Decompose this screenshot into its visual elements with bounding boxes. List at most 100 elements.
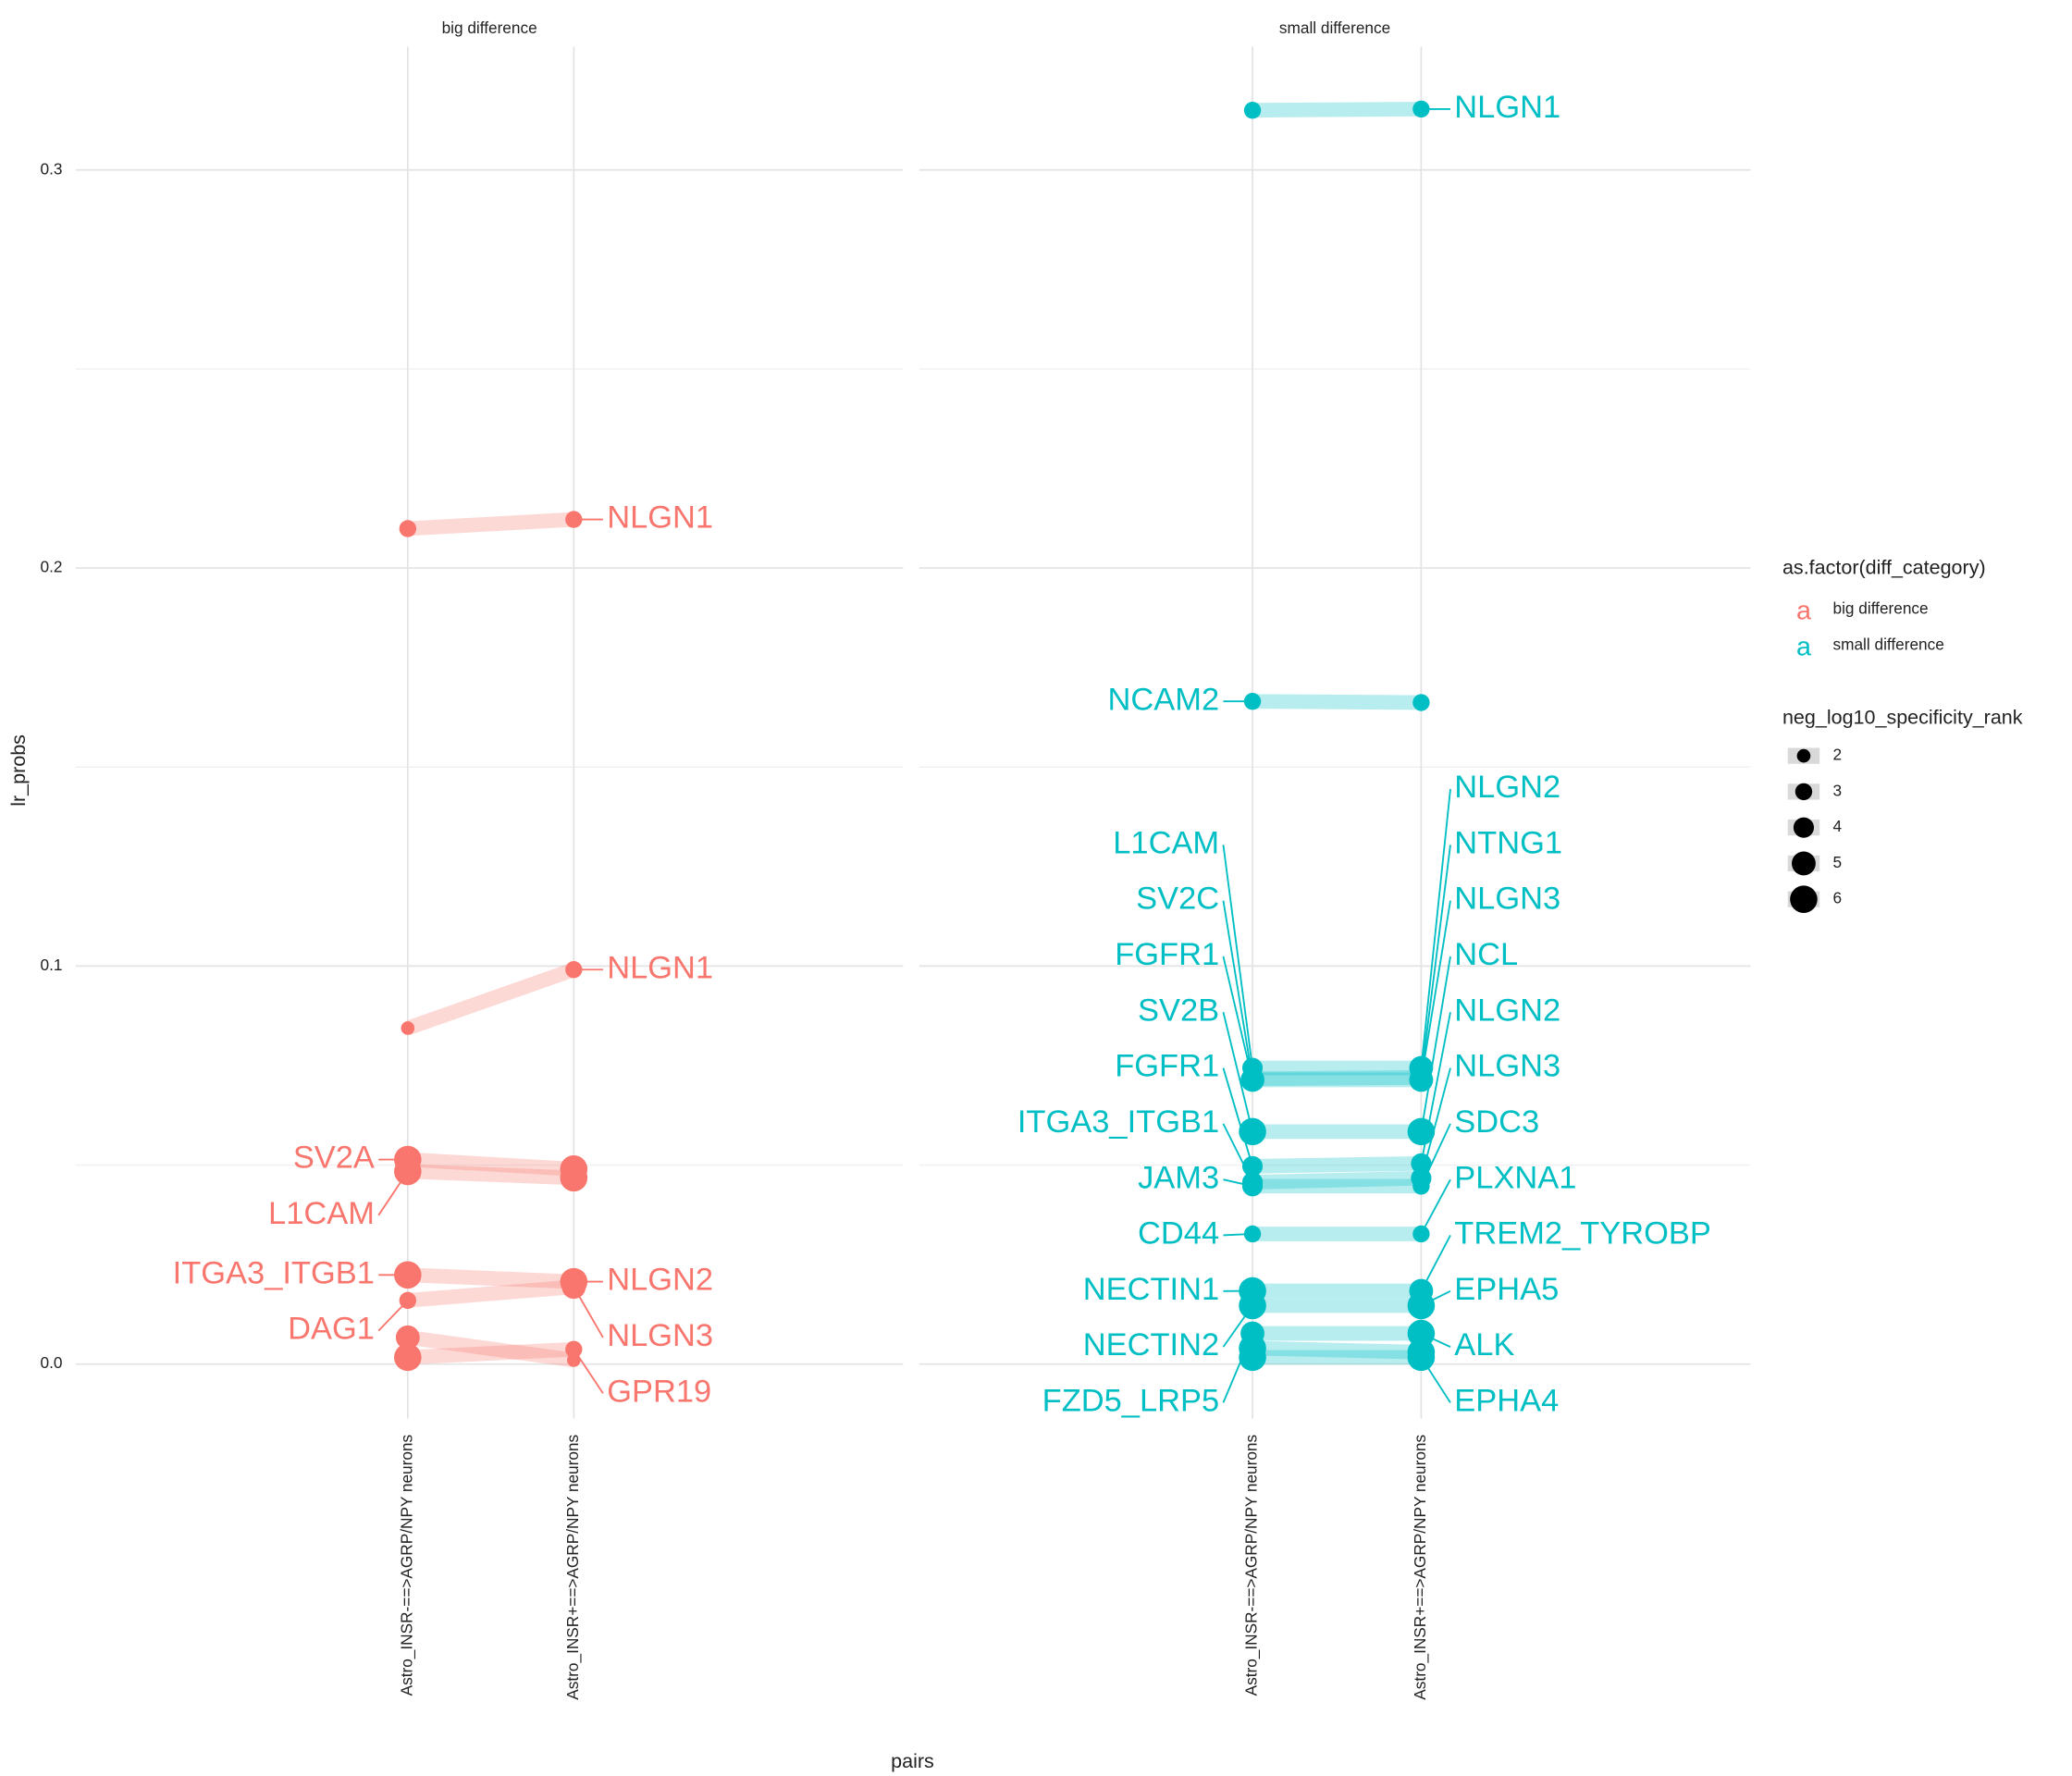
point-label: ITGA3_ITGB1 [1018,1104,1219,1140]
label-connector [1420,1289,1451,1307]
point [1239,1291,1266,1320]
segment [407,512,574,536]
label-connector [1222,956,1253,1080]
point-label: PLXNA1 [1454,1160,1576,1195]
point [394,1261,422,1289]
point [566,1353,581,1367]
x-tick-label: Astro_INSR-==>AGRP/NPY neurons [1242,1435,1261,1696]
legend-label: small difference [1833,635,1944,653]
legend-size-key [1792,851,1816,876]
point-label: NLGN1 [607,950,713,985]
point-label: JAM3 [1138,1160,1219,1195]
segment [1252,102,1422,118]
legend-size-key [1790,885,1818,913]
point-label: ITGA3_ITGB1 [173,1255,375,1290]
segment [1252,694,1422,710]
point-label: SV2B [1138,993,1219,1028]
x-tick-label: Astro_INSR+==>AGRP/NPY neurons [563,1435,582,1700]
point [395,1325,420,1350]
label-connector [1420,956,1451,1132]
segment [1252,1069,1422,1087]
point-label: FGFR1 [1115,1049,1219,1084]
point [1243,102,1262,119]
label-connector [1420,1178,1451,1235]
legend-size-key [1796,748,1811,763]
legend-key: a [1796,632,1811,661]
legend-size-key [1794,783,1813,801]
point-label: SV2A [293,1141,375,1176]
x-tick-label: Astro_INSR-==>AGRP/NPY neurons [397,1435,415,1696]
label-connector [1420,1012,1451,1164]
legend-title: neg_log10_specificity_rank [1782,707,2023,729]
y-tick-label: 0.2 [41,558,63,576]
label-connector [1222,1333,1253,1403]
point-label: NLGN1 [1454,90,1560,125]
segment [406,1330,575,1368]
label-connector [377,1170,409,1216]
point-label: NLGN3 [1454,882,1560,917]
label-connector [1222,1123,1253,1183]
point-label: L1CAM [268,1196,375,1231]
label-connector [573,1286,604,1338]
legend-label: big difference [1833,599,1929,618]
label-connector [1420,1123,1451,1187]
legend-key: a [1796,597,1811,626]
label-connector [1420,900,1451,1080]
segment [407,1152,574,1177]
label-connector [573,1349,604,1394]
label-connector [1420,1235,1451,1291]
label-connector [1222,1304,1253,1348]
label-connector [1222,1067,1253,1167]
segment [407,1164,574,1186]
point-label: GPR19 [607,1374,711,1409]
point-label: NLGN2 [1454,993,1560,1028]
point-label: NCL [1454,937,1518,972]
point-label: EPHA4 [1454,1384,1559,1419]
y-tick-label: 0.0 [41,1353,63,1372]
segment [407,1279,574,1308]
segment [1252,1170,1422,1190]
legend-label: 3 [1833,781,1843,799]
label-connector [1222,845,1253,1068]
point-label: FGFR1 [1115,937,1219,972]
label-connector [1420,1067,1451,1178]
point-label: SV2C [1136,882,1219,917]
point [401,1021,415,1035]
point [565,1340,583,1358]
point [1243,1225,1262,1243]
segment [407,1341,574,1365]
label-connector [1222,900,1253,1079]
label-connector [1420,788,1451,1068]
point [1239,1334,1266,1363]
point [1412,100,1430,118]
point [399,520,417,537]
point-label: TREM2_TYROBP [1454,1216,1711,1252]
point-label: NLGN2 [1454,770,1560,805]
segment [405,962,576,1035]
point [394,1157,422,1186]
point-label: NTNG1 [1454,825,1562,860]
point [1239,1117,1266,1146]
point [1407,1319,1436,1348]
legend-label: 5 [1833,853,1843,871]
label-connector [1222,1012,1253,1132]
point [394,1343,422,1372]
label-connector [1223,1233,1253,1237]
label-connector [1421,1332,1451,1348]
y-tick-label: 0.1 [41,956,63,974]
point-label: L1CAM [1113,825,1219,860]
label-connector [1223,1178,1253,1188]
segment [1252,1155,1422,1174]
point-label: DAG1 [288,1312,375,1347]
facet-title: big difference [442,18,537,37]
legend-label: 2 [1833,746,1843,764]
point-label: NLGN1 [607,500,713,536]
point-label: NCAM2 [1108,682,1220,717]
facet-title: small difference [1279,18,1390,37]
point [1407,1338,1436,1366]
legend-title: as.factor(diff_category) [1782,556,1986,578]
point [1412,694,1430,711]
point [1407,1291,1436,1320]
y-tick-label: 0.3 [41,159,63,178]
